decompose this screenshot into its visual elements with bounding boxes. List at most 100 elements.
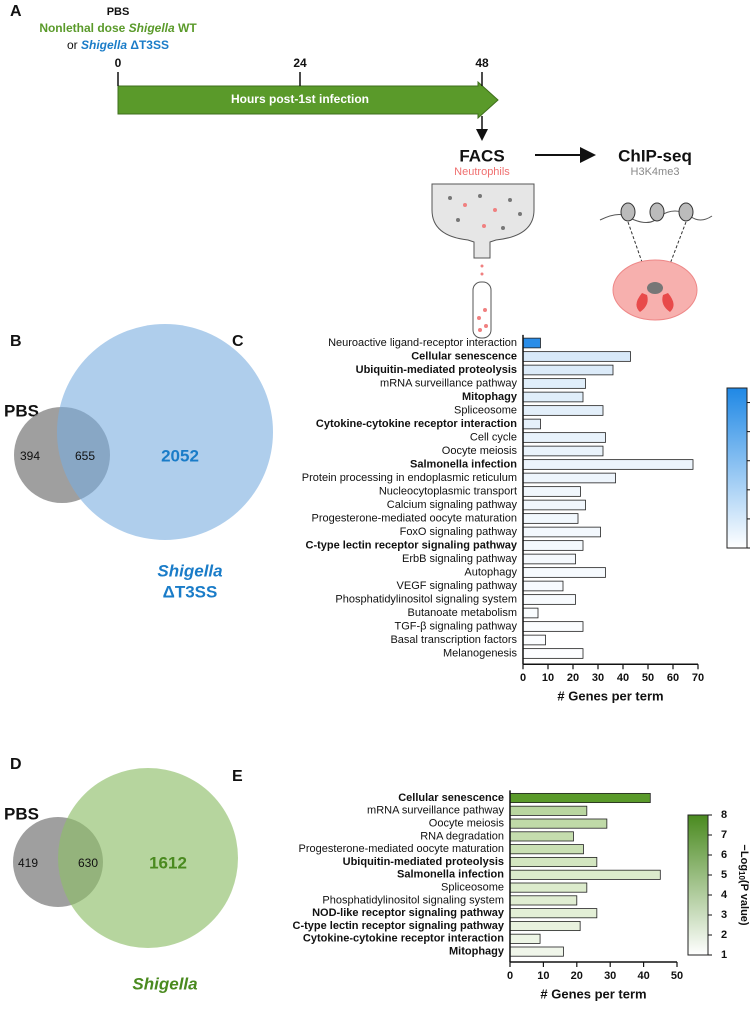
category-label: mRNA surveillance pathway — [380, 377, 517, 389]
category-label: Progesterone-mediated oocyte maturation — [312, 512, 517, 524]
category-label: Progesterone-mediated oocyte maturation — [299, 843, 504, 855]
x-tick-label: 20 — [567, 672, 579, 684]
bar — [522, 418, 541, 430]
facs-diagram — [431, 183, 535, 339]
wt-line: Nonlethal dose Shigella WT — [39, 21, 197, 35]
colorbar-title-part: (P value) — [738, 880, 750, 926]
bar — [522, 526, 601, 538]
bar — [522, 513, 579, 524]
category-label: ErbB signaling pathway — [402, 553, 517, 565]
bar — [522, 432, 606, 443]
category-label: Nucleocytoplasmic transport — [379, 485, 517, 497]
panel-label: A — [10, 3, 22, 20]
timeline-label: Hours post-1st infection — [231, 92, 369, 106]
mark-label: H3K4me3 — [631, 166, 680, 178]
bar — [522, 378, 586, 389]
bar — [509, 895, 578, 906]
category-label: Cytokine-cytokine receptor interaction — [316, 418, 517, 430]
bar — [522, 486, 581, 497]
category-label: Protein processing in endoplasmic reticu… — [302, 472, 517, 484]
category-label: Mitophagy — [449, 946, 505, 958]
panel-label: D — [10, 756, 22, 773]
bar — [522, 648, 584, 659]
category-label: Ubiquitin-mediated proteolysis — [343, 856, 504, 868]
category-label: Melanogenesis — [443, 647, 517, 659]
bar — [509, 920, 581, 932]
colorbar-title: −Log10(P value) — [737, 844, 750, 925]
colorbar-tick-label: 1 — [721, 949, 727, 961]
chip-diagram — [599, 202, 713, 321]
colorbar-tick-label: 3 — [721, 909, 727, 921]
x-tick-label: 10 — [537, 970, 549, 982]
timeline-tick-label: 24 — [293, 56, 307, 70]
facs-label: FACS — [459, 146, 504, 165]
colorbar — [687, 814, 709, 956]
bar — [509, 933, 541, 944]
venn-count: 2052 — [161, 446, 199, 465]
category-label: Mitophagy — [462, 391, 518, 403]
neutrophils-label: Neutrophils — [454, 166, 510, 178]
bar — [509, 946, 564, 957]
venn-left-name: PBS — [4, 804, 39, 823]
category-label: Phosphatidylinositol signaling system — [322, 894, 504, 906]
timeline-tick-label: 48 — [475, 56, 489, 70]
panel-label: E — [232, 768, 243, 785]
category-label: Calcium signaling pathway — [387, 499, 518, 511]
x-tick-label: 40 — [617, 672, 629, 684]
colorbar-title-part: −Log — [738, 844, 750, 871]
chip-label: ChIP-seq — [618, 146, 692, 165]
colorbar-tick-label: 6 — [721, 849, 727, 861]
bar — [522, 499, 586, 511]
colorbar-tick-label: 7 — [721, 829, 727, 841]
category-label: Salmonella infection — [397, 869, 504, 881]
bar — [509, 856, 598, 868]
bar — [509, 792, 651, 804]
colorbar-title-part: 10 — [737, 871, 746, 880]
category-label: VEGF signaling pathway — [397, 580, 518, 592]
venn-circle — [58, 768, 238, 948]
bar — [509, 818, 608, 829]
x-tick-label: 50 — [642, 672, 654, 684]
category-label: Spliceosome — [454, 404, 517, 416]
category-label: C-type lectin receptor signaling pathway — [293, 920, 505, 932]
colorbar-tick-label: 8 — [721, 809, 727, 821]
bar — [522, 364, 614, 376]
bar — [522, 337, 541, 349]
venn-count: 655 — [75, 449, 95, 463]
category-label: Neuroactive ligand-receptor interaction — [328, 337, 517, 349]
bar — [522, 540, 584, 551]
x-axis-title: # Genes per term — [540, 986, 646, 1001]
venn-right-name: Shigella — [157, 561, 222, 580]
x-tick-label: 10 — [542, 672, 554, 684]
bar — [509, 831, 574, 842]
venn-right-name: Shigella — [132, 974, 197, 993]
bar — [509, 882, 588, 893]
bar — [522, 580, 564, 592]
venn-circle — [57, 324, 273, 540]
category-label: Autophagy — [464, 566, 517, 578]
category-label: C-type lectin receptor signaling pathway — [306, 539, 518, 551]
venn-right-name: ΔT3SS — [163, 582, 218, 601]
bar — [522, 472, 616, 484]
or-line: or Shigella ΔT3SS — [67, 38, 169, 52]
category-label: Cellular senescence — [411, 350, 517, 362]
category-label: Oocyte meiosis — [442, 445, 518, 457]
x-tick-label: 40 — [637, 970, 649, 982]
category-label: RNA degradation — [420, 830, 504, 842]
category-label: Salmonella infection — [410, 458, 517, 470]
x-tick-label: 0 — [507, 970, 513, 982]
x-tick-label: 70 — [692, 672, 704, 684]
category-label: Cytokine-cytokine receptor interaction — [303, 933, 504, 945]
x-tick-label: 0 — [520, 672, 526, 684]
bar — [522, 607, 539, 619]
bar — [509, 844, 584, 855]
panel-label: C — [232, 333, 244, 350]
category-label: FoxO signaling pathway — [400, 526, 518, 538]
bar — [509, 869, 661, 880]
x-tick-label: 30 — [604, 970, 616, 982]
x-tick-label: 20 — [571, 970, 583, 982]
venn-count: 419 — [18, 856, 38, 870]
x-axis-title: # Genes per term — [557, 689, 663, 704]
bar — [509, 805, 588, 816]
